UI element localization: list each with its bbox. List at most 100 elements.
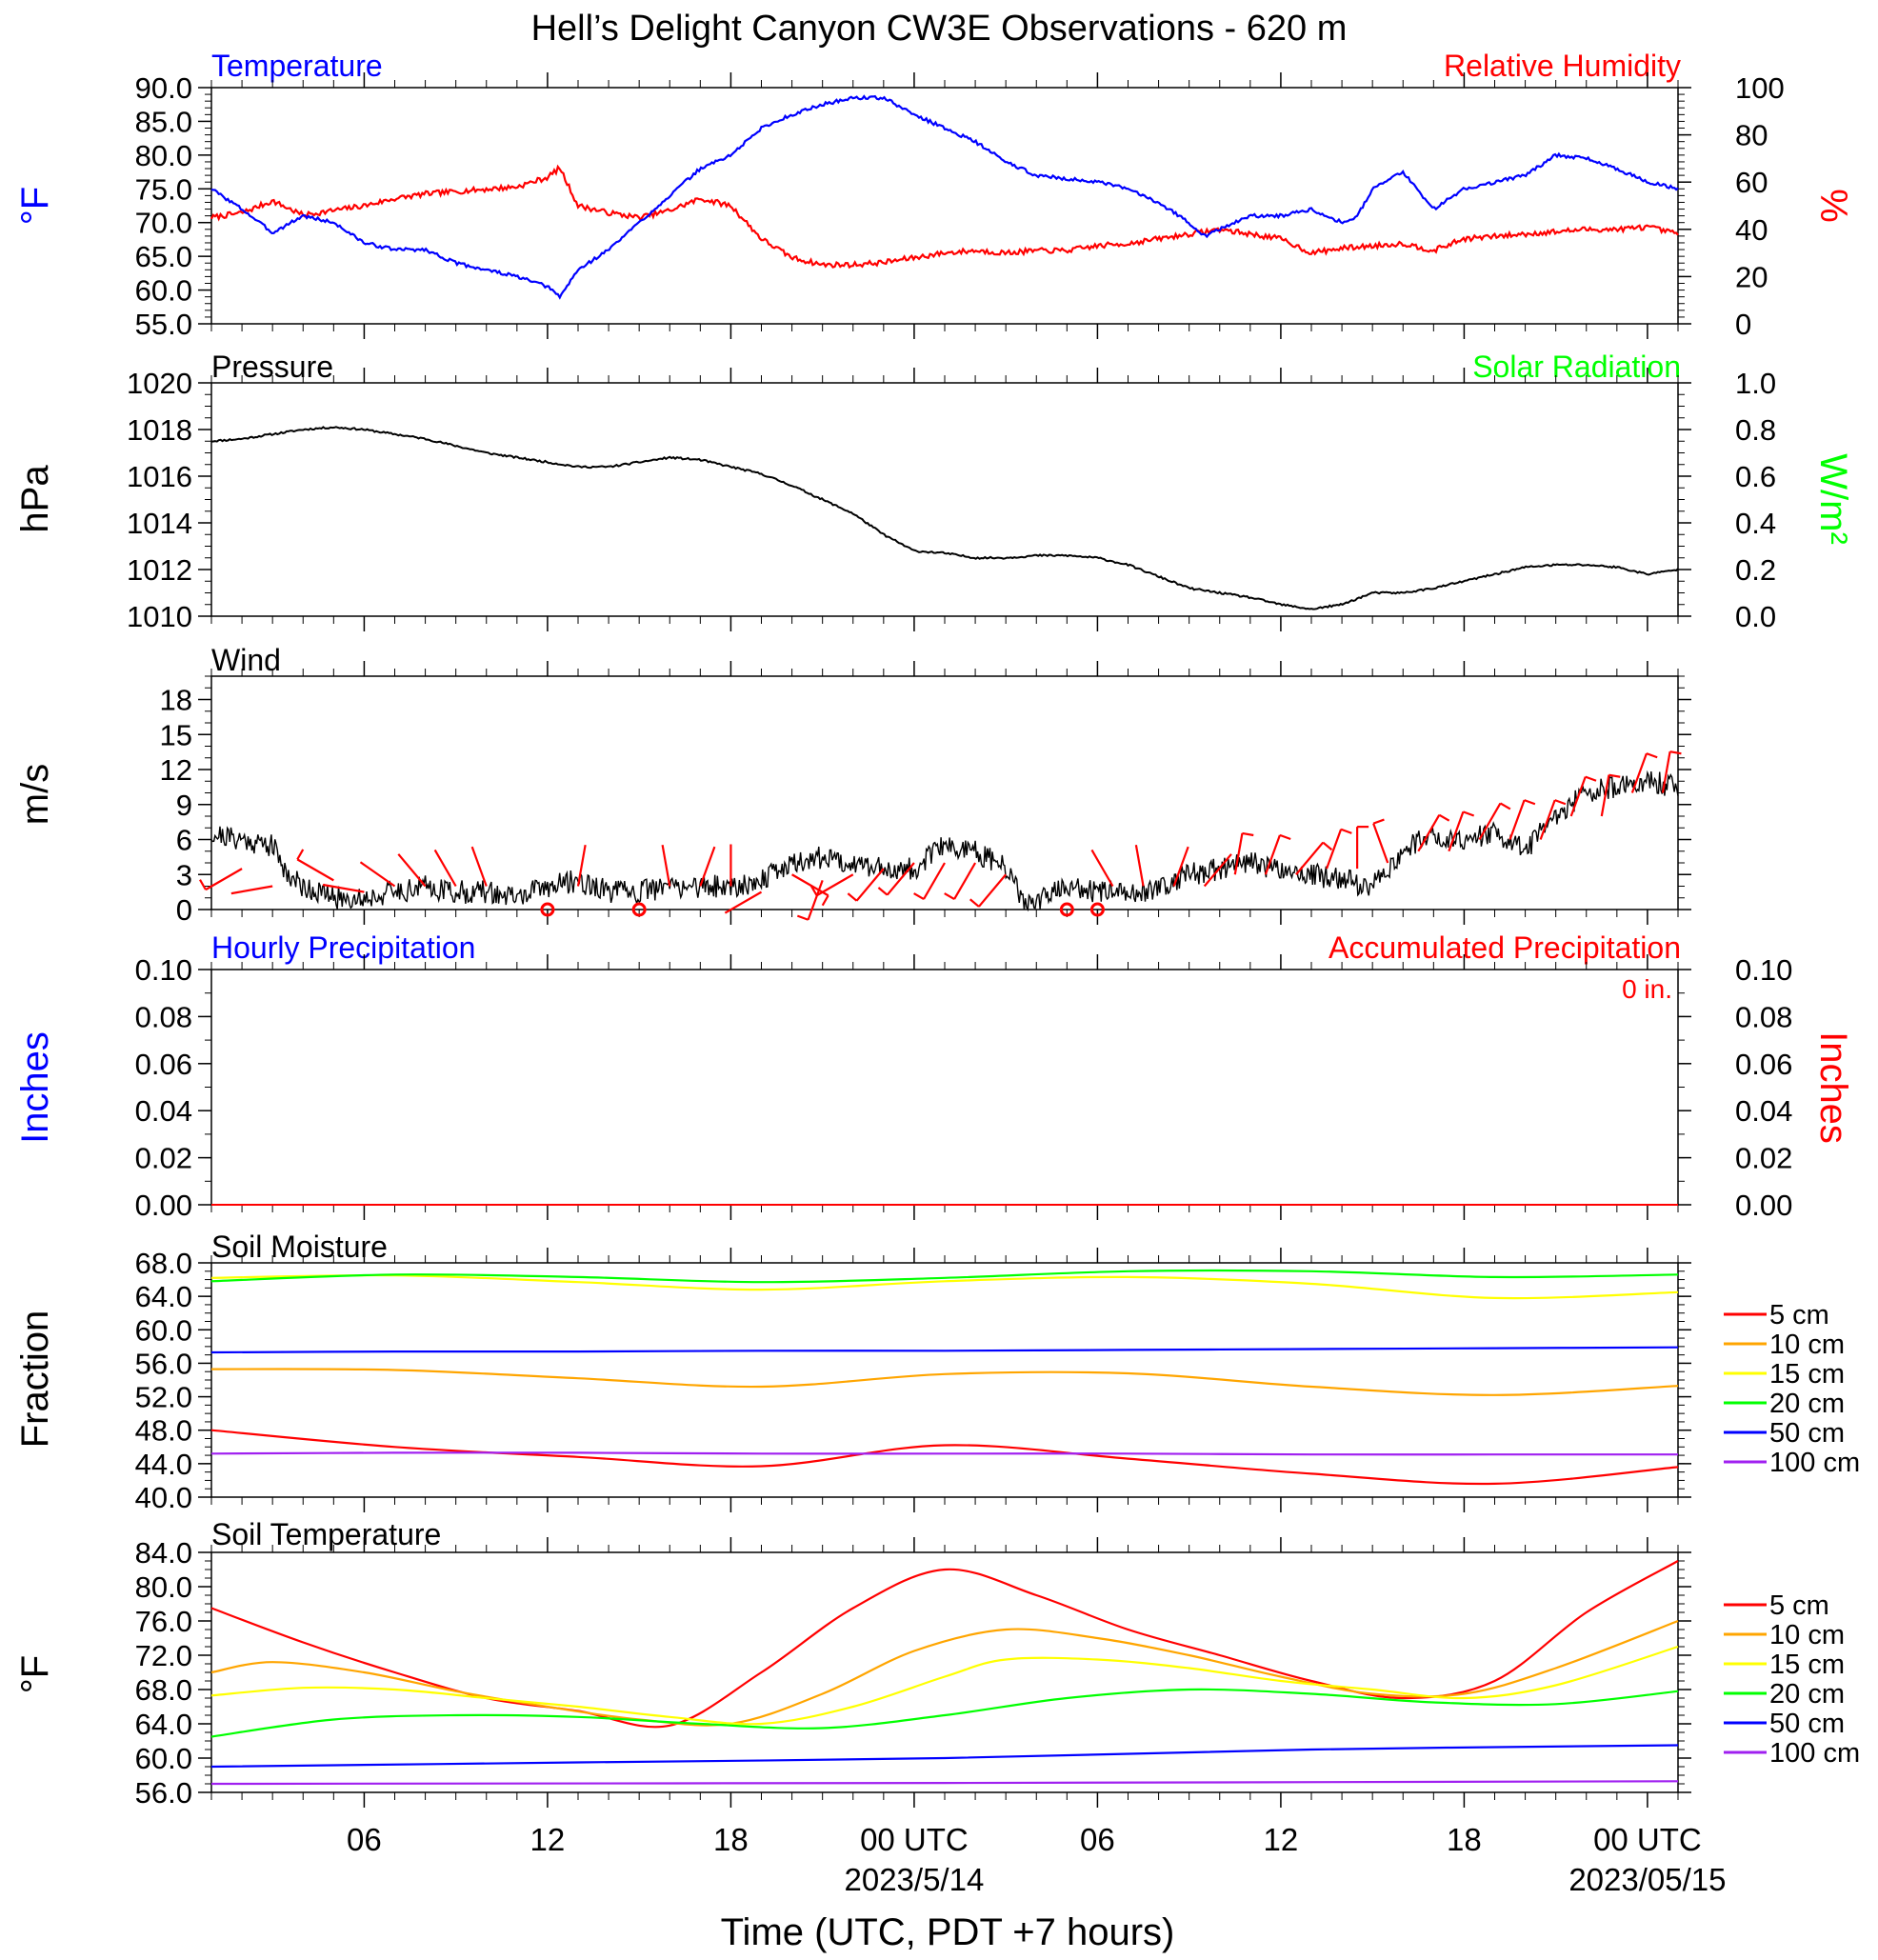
hourly-precip-title: Hourly Precipitation: [211, 930, 475, 965]
x-date-label: 2023/05/15: [1568, 1862, 1726, 1897]
wind-barb-flag: [1608, 773, 1621, 778]
wind-barb: [322, 883, 365, 893]
wind-title: Wind: [211, 643, 281, 677]
x-tick-label: 00 UTC: [860, 1822, 969, 1857]
soil-moisture-left-tick-label: 64.0: [135, 1280, 192, 1313]
pressure-right-tick-label: 1.0: [1735, 367, 1776, 400]
soil-temp-left-tick-label: 76.0: [135, 1605, 192, 1638]
soil-moisture-line: [210, 1429, 1679, 1486]
wind-barb: [576, 844, 587, 887]
soil-temp-legend-label: 100 cm: [1769, 1738, 1860, 1769]
soil-moisture-left-tick-label: 68.0: [135, 1247, 192, 1280]
pressure-units-label: hPa: [14, 465, 56, 533]
soil-moisture-units-label: Fraction: [14, 1310, 56, 1449]
soil-temp-title: Soil Temperature: [211, 1517, 441, 1551]
wind-units-label: m/s: [14, 764, 56, 825]
wind-left-tick-label: 3: [176, 858, 192, 891]
temp-rh-panel: Temperature Relative Humidity °F %: [14, 49, 1854, 225]
solar-radiation-title: Solar Radiation: [1472, 350, 1681, 384]
wind-barb-flag: [796, 914, 809, 921]
wind-barb-flag: [877, 887, 889, 896]
wind-barb: [359, 861, 396, 888]
wind-barb: [807, 879, 824, 921]
precip-left-tick-label: 0.10: [135, 953, 192, 987]
wind-frame: [210, 675, 1679, 910]
soil-moisture-left-tick-label: 44.0: [135, 1448, 192, 1481]
wind-barb: [1448, 811, 1465, 852]
wind-left-tick-label: 6: [176, 824, 192, 857]
hourly-precip-units-label: Inches: [14, 1031, 56, 1144]
accumulated-total-note: 0 in.: [1622, 974, 1672, 1004]
wind-barb-flag: [199, 879, 207, 890]
wind-barb: [470, 846, 488, 887]
temperature-units-label: °F: [14, 187, 56, 225]
wind-barb: [1090, 849, 1114, 888]
temperature-title: Temperature: [211, 49, 383, 83]
x-tick-label: 12: [1264, 1822, 1299, 1857]
x-axis-label: Time (UTC, PDT +7 hours): [721, 1911, 1175, 1953]
wind-left-tick-label: 12: [160, 753, 192, 787]
wind-barb-calm: [631, 902, 647, 917]
humidity-line: [210, 164, 1679, 270]
wind-barb: [1417, 814, 1441, 852]
soil-temp-line: [210, 1645, 1679, 1726]
wind-left-tick-label: 18: [160, 684, 192, 717]
wind-barb: [205, 868, 243, 891]
soil-moisture-legend-label: 100 cm: [1769, 1448, 1860, 1478]
temp-rh-right-tick-label: 0: [1735, 308, 1751, 341]
soil-moisture-line: [210, 1346, 1679, 1354]
wind-barb: [1661, 750, 1671, 793]
x-tick-label: 00 UTC: [1593, 1822, 1702, 1857]
precip-left-tick-label: 0.02: [135, 1142, 192, 1175]
wind-barb: [1508, 799, 1526, 840]
wind-barb: [1295, 841, 1325, 875]
temperature-line: [210, 94, 1679, 300]
soil-moisture-legend-label: 50 cm: [1769, 1418, 1845, 1449]
pressure-line: [210, 426, 1679, 610]
x-date-label: 2023/5/14: [845, 1862, 985, 1897]
soil-moisture-legend-label: 10 cm: [1769, 1330, 1845, 1360]
wind-barb-flag: [913, 892, 925, 901]
wind-barb-flag: [1340, 828, 1352, 834]
x-tick-label: 06: [1080, 1822, 1115, 1857]
temp-rh-left-tick-label: 60.0: [135, 274, 192, 308]
temp-rh-left-tick-label: 75.0: [135, 172, 192, 206]
wind-panel: Wind m/s: [14, 643, 281, 825]
pressure-left-tick-label: 1016: [127, 460, 192, 493]
humidity-title: Relative Humidity: [1444, 49, 1681, 83]
wind-barb: [1539, 799, 1556, 840]
precip-right-tick-label: 0.06: [1735, 1048, 1792, 1081]
soil-temp-legend-label: 15 cm: [1769, 1650, 1845, 1680]
soil-temp-legend-label: 50 cm: [1769, 1709, 1845, 1739]
wind-barb: [1264, 834, 1281, 875]
soil-moisture-left-tick-label: 60.0: [135, 1313, 192, 1347]
precip-right-tick-label: 0.00: [1735, 1189, 1792, 1222]
wind-barb-flag: [1438, 813, 1450, 822]
wind-barb: [397, 853, 427, 888]
wind-barb: [1630, 752, 1648, 793]
wind-barb-flag: [1646, 752, 1658, 759]
temp-rh-left-tick-label: 55.0: [135, 308, 192, 341]
soil-moisture-line: [210, 1269, 1679, 1284]
wind-barb-flag: [1242, 831, 1254, 837]
soil-moisture-left-tick-label: 56.0: [135, 1347, 192, 1380]
wind-barb: [1203, 853, 1232, 888]
wind-barb: [816, 873, 854, 897]
chart-title: Hell’s Delight Canyon CW3E Observations …: [531, 9, 1348, 49]
wind-barb-calm: [540, 902, 555, 917]
accumulated-precip-units-label: Inches: [1812, 1031, 1854, 1144]
wind-barb: [296, 858, 334, 882]
soil-temp-left-tick-label: 72.0: [135, 1639, 192, 1672]
pressure-right-tick-label: 0.6: [1735, 460, 1776, 493]
soil-temp-legend-label: 5 cm: [1769, 1590, 1829, 1621]
soil-temp-left-tick-label: 80.0: [135, 1570, 192, 1604]
soil-temp-line: [210, 1688, 1679, 1738]
wind-barb-flag: [1554, 799, 1567, 806]
wind-barb: [1600, 774, 1610, 817]
pressure-left-tick-label: 1014: [127, 507, 192, 540]
soil-temp-legend-label: 10 cm: [1769, 1620, 1845, 1650]
temp-rh-right-tick-label: 20: [1735, 260, 1768, 293]
soil-temp-line: [210, 1619, 1679, 1727]
precip-right-tick-label: 0.02: [1735, 1142, 1792, 1175]
wind-barb: [1569, 776, 1587, 817]
